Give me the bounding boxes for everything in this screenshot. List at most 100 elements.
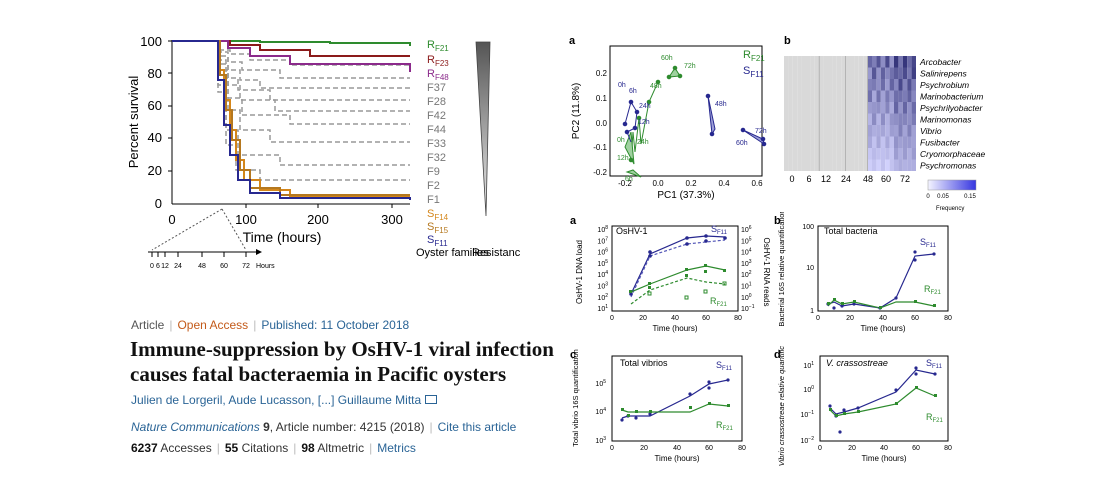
pca-point-label: 12h (617, 155, 629, 162)
heatmap-cell (832, 148, 837, 160)
panel-b-xtick: 20 (846, 315, 854, 322)
panel-c-xtick: 80 (738, 445, 746, 452)
panel-a-oshv1: a OsHV-1 OsHV-1 DNA load OsHV-1 RNA read… (570, 215, 771, 333)
heatmap-cell (832, 136, 837, 148)
open-access-badge[interactable]: Open Access (177, 318, 249, 332)
heatmap-cell (911, 113, 916, 125)
heatmap-cell (797, 148, 802, 160)
heatmap-cell (867, 90, 872, 102)
heatmap-cell (902, 90, 908, 102)
heatmap-scale-tick: 0.05 (937, 194, 949, 200)
panel-a-ytick-right: 100 (741, 293, 752, 302)
heatmap-cell (819, 102, 824, 114)
heatmap-cell (850, 113, 855, 125)
family-label-f2: F2 (427, 180, 440, 192)
panel-b-ylabel: Bacterial 16S relative quantification (777, 212, 786, 327)
heatmap-cell (810, 125, 815, 137)
heatmap-cell (863, 56, 868, 68)
panel-b-xtick: 60 (911, 315, 919, 322)
heatmap-cell (806, 136, 811, 148)
panel-d-xlabel: Time (hours) (861, 454, 906, 463)
article-meta: Article | Open Access | Published: 11 Octobe… (131, 318, 410, 332)
survival-figure: Percent survival 100 80 60 40 20 0 0 100… (126, 34, 520, 259)
heatmap-cell (876, 148, 881, 160)
heatmap-xtick: 72 (900, 174, 910, 184)
survival-curve-f42 (172, 40, 410, 89)
heatmap-cell (797, 90, 802, 102)
pca-ylabel: PC2 (11.8%) (571, 83, 582, 140)
pca-point-label: 12h (638, 119, 650, 126)
panel-d-title: V. crassostreae (826, 358, 888, 368)
panel-c-title: Total vibrios (620, 358, 668, 368)
heatmap-cell (907, 67, 912, 79)
heatmap-cell (889, 56, 894, 68)
pca-ytick: 0.2 (596, 69, 608, 78)
heatmap-cell (885, 113, 890, 125)
panel-a-ytick-left: 103 (597, 282, 608, 291)
heatmap-cell (806, 125, 811, 137)
pca-point-label: 72h (684, 63, 696, 70)
heatmap-cell (907, 90, 912, 102)
metrics-link[interactable]: Metrics (377, 441, 416, 455)
heatmap-cell (854, 148, 859, 160)
panel-d-s-label: SF11 (926, 358, 943, 370)
article-authors[interactable]: Julien de Lorgeril, Aude Lucasson, [...]… (131, 393, 437, 407)
heatmap-cell (836, 125, 842, 137)
heatmap-genus-label: Salinirepens (920, 69, 968, 79)
heatmap-cell (784, 148, 789, 160)
family-label-sf14: SF14 (427, 208, 449, 222)
heatmap-cell (810, 113, 815, 125)
pca-xtick: 0.4 (718, 179, 730, 188)
panel-a-ytick-right: 104 (741, 248, 752, 257)
heatmap-cell (885, 148, 890, 160)
panel-d-ytick: 100 (803, 385, 814, 394)
heatmap-cell (814, 90, 820, 102)
heatmap-cell (872, 56, 877, 68)
title-line-1: Immune-suppression by OsHV-1 viral infec… (130, 337, 554, 361)
heatmap-cell (845, 56, 850, 68)
panel-d-ytick: 101 (803, 361, 814, 370)
panel-a-xlabel: Time (hours) (652, 324, 697, 333)
heatmap-cell (898, 113, 903, 125)
email-icon[interactable] (424, 395, 437, 405)
heatmap-cell (885, 79, 890, 91)
heatmap-cell (894, 102, 899, 114)
heatmap-cell (788, 159, 793, 171)
family-label-f37: F37 (427, 82, 446, 94)
heatmap-cell (836, 159, 842, 171)
heatmap-cell (889, 159, 894, 171)
panel-a-ytick-left: 107 (597, 236, 608, 245)
heatmap-cell (876, 90, 881, 102)
family-label-f32: F32 (427, 152, 446, 164)
heatmap-cell (814, 125, 820, 137)
pca-plot-frame (609, 45, 763, 177)
panel-d-xtick: 60 (912, 445, 920, 452)
heatmap-cell (801, 113, 806, 125)
heatmap-cell (814, 159, 820, 171)
heatmap-cell (867, 148, 872, 160)
journal-name[interactable]: Nature Communications (131, 420, 260, 434)
heatmap-genus-label: Cryomorphaceae (920, 149, 985, 159)
heatmap-cell (836, 67, 842, 79)
heatmap-cell (876, 79, 881, 91)
heatmap-cell (841, 136, 846, 148)
cite-this-article-link[interactable]: Cite this article (437, 420, 517, 434)
heatmap-cell (872, 159, 877, 171)
pca-s-72h-cluster (742, 129, 765, 146)
heatmap-cell (806, 159, 811, 171)
heatmap-cell (885, 159, 890, 171)
heatmap-cell (911, 159, 916, 171)
survival-curve-rf48 (172, 40, 411, 72)
panel-a-xtick: 20 (639, 315, 647, 322)
heatmap-cell (832, 56, 837, 68)
panel-d-r-label: RF21 (926, 412, 944, 424)
heatmap-cell (832, 79, 837, 91)
pca-xtick: -0.2 (618, 179, 632, 188)
panel-d-v-crassostreae: d V. crassostreae Vibrio crassostreae re… (774, 346, 952, 466)
heatmap-cell (792, 113, 798, 125)
pca-point-label: 0h (618, 82, 626, 89)
heatmap-cell (885, 90, 890, 102)
heatmap-cell (902, 125, 908, 137)
heatmap-cell (863, 79, 868, 91)
heatmap-xtick: 48 (863, 174, 873, 184)
